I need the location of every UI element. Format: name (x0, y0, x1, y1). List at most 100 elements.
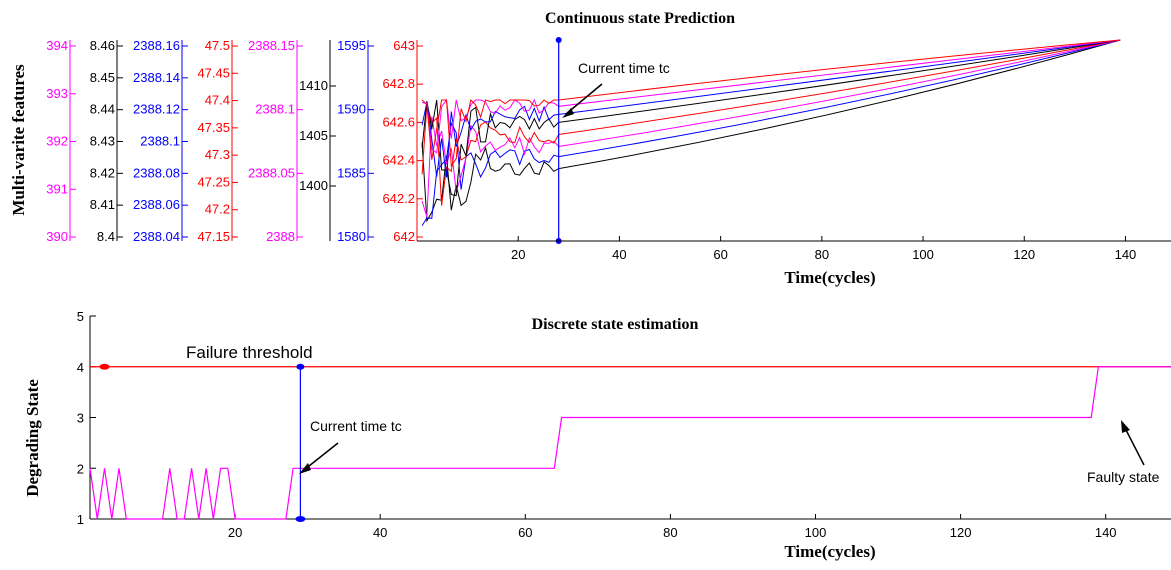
failure-threshold-label: Failure threshold (186, 343, 313, 362)
bottom-current-time-label: Current time tc (310, 418, 402, 434)
feature-series-line (421, 39, 1121, 206)
top-panel: Continuous state Prediction Multi-varite… (9, 10, 1171, 287)
feature-axis-tick-label: 643 (393, 38, 415, 53)
feature-series-line (421, 39, 1121, 154)
feature-axis-tick-label: 1585 (337, 165, 366, 180)
top-x-tick-label: 20 (511, 247, 525, 262)
top-x-axis-label: Time(cycles) (784, 268, 875, 287)
feature-axis-tick-label: 2388.04 (133, 229, 180, 244)
bottom-y-tick-label: 3 (77, 411, 84, 426)
top-annotation-arrow (565, 83, 603, 115)
feature-axis-tick-label: 642.6 (382, 114, 415, 129)
feature-axis-tick-label: 47.3 (205, 147, 230, 162)
top-x-tick-label: 60 (713, 247, 727, 262)
state-series-line (89, 366, 1171, 520)
feature-axis-tick-label: 642.2 (382, 191, 415, 206)
feature-axis-tick-label: 8.41 (90, 197, 115, 212)
bottom-x-tick-label: 60 (518, 525, 532, 540)
feature-axis-tick-label: 2388.1 (140, 134, 180, 149)
bottom-arrow-head (299, 463, 311, 474)
bottom-current-time-marker (296, 363, 305, 370)
bottom-y-tick-label: 1 (77, 512, 84, 527)
feature-axis-tick-label: 1410 (299, 78, 328, 93)
feature-axis-tick-label: 393 (46, 86, 68, 101)
feature-axis-tick-label: 1405 (299, 128, 328, 143)
top-chart-title: Continuous state Prediction (545, 10, 735, 27)
faulty-arrow-head (1121, 420, 1130, 433)
feature-axis-tick-label: 8.42 (90, 165, 115, 180)
top-current-time-marker (555, 37, 562, 43)
top-x-axis: 20 40 60 80 100 120 140 (417, 236, 1171, 262)
bottom-y-tick-label: 2 (77, 461, 84, 476)
bottom-current-time-marker (295, 516, 306, 522)
feature-axis-tick-label: 1590 (337, 102, 366, 117)
feature-axis-tick-label: 1580 (337, 229, 366, 244)
feature-series-line (421, 39, 1121, 218)
faulty-annotation-arrow (1123, 425, 1145, 466)
feature-axis-tick-label: 2388.1 (255, 102, 295, 117)
top-x-tick-label: 40 (612, 247, 626, 262)
feature-axis-tick-label: 47.15 (197, 229, 230, 244)
feature-series-line (421, 39, 1121, 197)
feature-axis-tick-label: 392 (46, 134, 68, 149)
feature-axis-tick-label: 8.46 (90, 38, 115, 53)
feature-axis-tick-label: 47.45 (197, 65, 230, 80)
feature-axis-tick-label: 2388.08 (133, 165, 180, 180)
top-current-time-label: Current time tc (578, 60, 670, 76)
feature-axis-tick-label: 2388 (266, 229, 295, 244)
top-x-tick-label: 80 (815, 247, 829, 262)
feature-axis-tick-label: 390 (46, 229, 68, 244)
bottom-panel: Discrete state estimation Degrading Stat… (23, 309, 1171, 561)
feature-axis-tick-label: 47.35 (197, 120, 230, 135)
feature-axis-tick-label: 642.8 (382, 76, 415, 91)
bottom-x-tick-label: 140 (1095, 525, 1117, 540)
threshold-marker (99, 363, 110, 370)
top-series-group (421, 37, 1121, 244)
feature-axis-tick-label: 394 (46, 38, 68, 53)
feature-axis-tick-label: 47.25 (197, 174, 230, 189)
bottom-y-tick-label: 5 (77, 309, 84, 324)
feature-axis-tick-label: 2388.16 (133, 38, 180, 53)
top-arrow-head (562, 108, 574, 118)
bottom-x-tick-label: 100 (805, 525, 827, 540)
bottom-x-axis-label: Time(cycles) (784, 542, 875, 561)
feature-axis-tick-label: 2388.15 (248, 38, 295, 53)
bottom-y-axis-label: Degrading State (23, 379, 42, 497)
top-feature-axes: 394 393 392 391 390 8.46 8.45 8.44 8.43 8.42 8.41 8… (46, 38, 423, 244)
feature-axis-tick-label: 47.4 (205, 93, 230, 108)
top-x-tick-label: 140 (1115, 247, 1137, 262)
top-x-tick-label: 120 (1013, 247, 1035, 262)
bottom-axes: 1 2 3 4 5 20 40 60 80 100 120 140 (77, 309, 1171, 540)
feature-axis-tick-label: 2388.05 (248, 165, 295, 180)
faulty-state-label: Faulty state (1087, 469, 1160, 485)
feature-axis-tick-label: 47.2 (205, 202, 230, 217)
feature-axis-tick-label: 1595 (337, 38, 366, 53)
bottom-chart-title: Discrete state estimation (532, 316, 699, 333)
feature-axis-tick-label: 391 (46, 181, 68, 196)
feature-axis-tick-label: 8.44 (90, 102, 115, 117)
feature-series-line (421, 39, 1121, 226)
feature-axis-tick-label: 8.4 (97, 229, 115, 244)
bottom-y-tick-label: 4 (77, 360, 84, 375)
feature-axis-tick-label: 1400 (299, 178, 328, 193)
bottom-x-tick-label: 80 (663, 525, 677, 540)
bottom-series-group (89, 363, 1171, 522)
feature-axis-tick-label: 8.45 (90, 70, 115, 85)
feature-axis-tick-label: 2388.12 (133, 102, 180, 117)
bottom-annotation-arrow (303, 442, 339, 471)
feature-axis-tick-label: 47.5 (205, 38, 230, 53)
feature-axis-tick-label: 642.4 (382, 153, 415, 168)
top-x-tick-label: 100 (912, 247, 934, 262)
feature-axis-tick-label: 642 (393, 229, 415, 244)
feature-series-line (421, 39, 1121, 223)
top-y-axis-label: Multi-varite features (9, 64, 28, 216)
feature-axis-tick-label: 8.43 (90, 134, 115, 149)
bottom-x-tick-label: 20 (228, 525, 242, 540)
bottom-x-tick-label: 120 (950, 525, 972, 540)
feature-series-line (421, 39, 1121, 168)
bottom-x-tick-label: 40 (373, 525, 387, 540)
feature-axis-tick-label: 2388.14 (133, 70, 180, 85)
feature-axis-tick-label: 2388.06 (133, 197, 180, 212)
feature-series-line (421, 39, 1121, 178)
